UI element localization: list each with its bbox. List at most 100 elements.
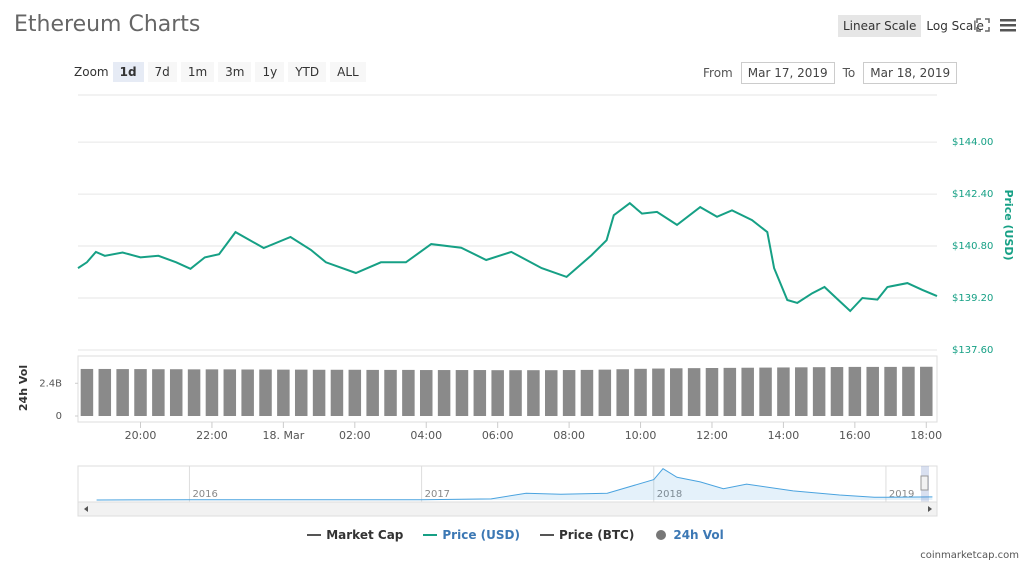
- legend-item[interactable]: 24h Vol: [654, 528, 724, 542]
- volume-bar: [616, 369, 629, 416]
- volume-bar: [294, 369, 308, 416]
- fullscreen-icon[interactable]: [976, 18, 990, 32]
- zoom-button[interactable]: 1y: [255, 62, 285, 82]
- credit: coinmarketcap.com: [920, 550, 1019, 561]
- zoom-label: Zoom: [74, 65, 109, 79]
- volume-bar: [116, 369, 129, 416]
- x-tick-label: 10:00: [625, 429, 657, 442]
- volume-bar: [241, 369, 254, 416]
- x-tick-label: 12:00: [696, 429, 728, 442]
- legend-label: Price (USD): [442, 528, 520, 542]
- from-date[interactable]: Mar 17, 2019: [740, 62, 835, 84]
- volume-bar: [884, 366, 897, 416]
- legend-item[interactable]: Price (USD): [423, 528, 520, 542]
- volume-bar: [402, 369, 415, 416]
- x-tick-label: 22:00: [196, 429, 228, 442]
- volume-bar: [830, 367, 844, 416]
- zoom-button[interactable]: ALL: [330, 62, 366, 82]
- volume-bar: [205, 369, 219, 416]
- legend-label: Price (BTC): [558, 528, 635, 542]
- volume-bar: [670, 368, 683, 416]
- volume-bar: [812, 367, 826, 416]
- volume-bar: [545, 370, 558, 416]
- scale-button[interactable]: Log Scale: [926, 19, 984, 33]
- volume-bar: [687, 368, 701, 416]
- volume-bar: [259, 369, 272, 416]
- zoom-row: Zoom 1d 7d 1m 3m 1y YTD ALL: [74, 62, 366, 82]
- legend-swatch: [656, 530, 667, 540]
- legend-item[interactable]: Market Cap: [307, 528, 403, 542]
- volume-bar: [723, 367, 737, 416]
- volume-bar: [277, 369, 290, 416]
- legend-label: Market Cap: [326, 528, 404, 542]
- legend-marker: [656, 530, 667, 540]
- y-tick-label: $140.80: [952, 241, 993, 252]
- scroll-right: [928, 506, 932, 512]
- volume-bar: [509, 370, 522, 416]
- from-label: From: [703, 66, 733, 80]
- menu-icon[interactable]: [1000, 19, 1016, 32]
- zoom-button[interactable]: 7d: [147, 62, 177, 82]
- volume-bar: [419, 370, 433, 416]
- scroll-left: [84, 506, 88, 512]
- x-tick-label: 04:00: [410, 429, 442, 442]
- volume-bar: [741, 367, 754, 416]
- volume-bar: [848, 366, 862, 416]
- volume-bar: [437, 370, 451, 416]
- volume-bar: [866, 366, 879, 416]
- volume-bar: [562, 370, 576, 416]
- toolbar-icons: [976, 18, 1016, 32]
- volume-frame: [77, 355, 938, 423]
- volume-bar: [777, 367, 790, 416]
- volume-bar: [330, 369, 344, 416]
- volume-bar: [312, 369, 326, 416]
- volume-bar: [98, 368, 112, 416]
- volume-bar: [473, 370, 487, 416]
- navigator-handle: [920, 475, 929, 491]
- price-line: [77, 201, 938, 313]
- x-tick-label: 08:00: [553, 429, 585, 442]
- navigator-tick-label: 2016: [192, 489, 217, 500]
- x-tick-label: 16:00: [839, 429, 871, 442]
- y-tick-label: $144.00: [952, 137, 993, 148]
- y-tick-label: $139.20: [952, 293, 993, 304]
- legend-item[interactable]: Price (BTC): [539, 528, 635, 542]
- zoom-button[interactable]: 1d: [112, 62, 144, 82]
- volume-bar: [152, 369, 165, 416]
- legend-label: 24h Vol: [673, 528, 724, 542]
- volume-bar: [759, 367, 772, 416]
- zoom-button[interactable]: 1m: [180, 62, 215, 82]
- x-tick-label: 02:00: [339, 429, 371, 442]
- volume-bar: [902, 366, 915, 416]
- volume-bar: [80, 368, 94, 416]
- date-range: From Mar 17, 2019 To Mar 18, 2019: [703, 62, 958, 84]
- y-tick-label: 2.4B: [39, 378, 62, 389]
- navigator-line: [96, 468, 933, 501]
- to-date[interactable]: Mar 18, 2019: [863, 62, 958, 84]
- volume-bar: [920, 366, 933, 416]
- scale-buttons: Linear Scale Log Scale: [838, 15, 989, 37]
- x-tick-label: 20:00: [125, 429, 157, 442]
- legend: Market Cap Price (USD) Price (BTC) 24h Vol: [0, 528, 1031, 542]
- x-tick-label: 18:00: [910, 429, 942, 442]
- y-tick-label: 0: [56, 411, 62, 422]
- volume-bar: [455, 370, 469, 416]
- y-tick-label: $137.60: [952, 345, 993, 356]
- zoom-button[interactable]: YTD: [288, 62, 327, 82]
- volume-bar: [348, 369, 362, 416]
- volume-bar: [491, 370, 504, 416]
- x-tick-label: 06:00: [482, 429, 514, 442]
- navigator-area-fill: [96, 468, 933, 500]
- volume-bar: [580, 369, 594, 416]
- page-title: Ethereum Charts: [14, 12, 201, 37]
- legend-swatch: [423, 534, 438, 536]
- zoom-button[interactable]: 3m: [218, 62, 252, 82]
- y-axis-title: 24h Vol: [17, 365, 30, 411]
- volume-bar: [527, 370, 540, 416]
- scale-button[interactable]: Linear Scale: [838, 15, 922, 37]
- y-axis-title: Price (USD): [1002, 189, 1015, 260]
- navigator-tick-label: 2017: [425, 489, 450, 500]
- to-label: To: [842, 66, 856, 80]
- chart: $137.60 $139.20 $140.80 $142.40 $144.00 20:00…: [17, 94, 1015, 517]
- volume-bar: [652, 368, 665, 416]
